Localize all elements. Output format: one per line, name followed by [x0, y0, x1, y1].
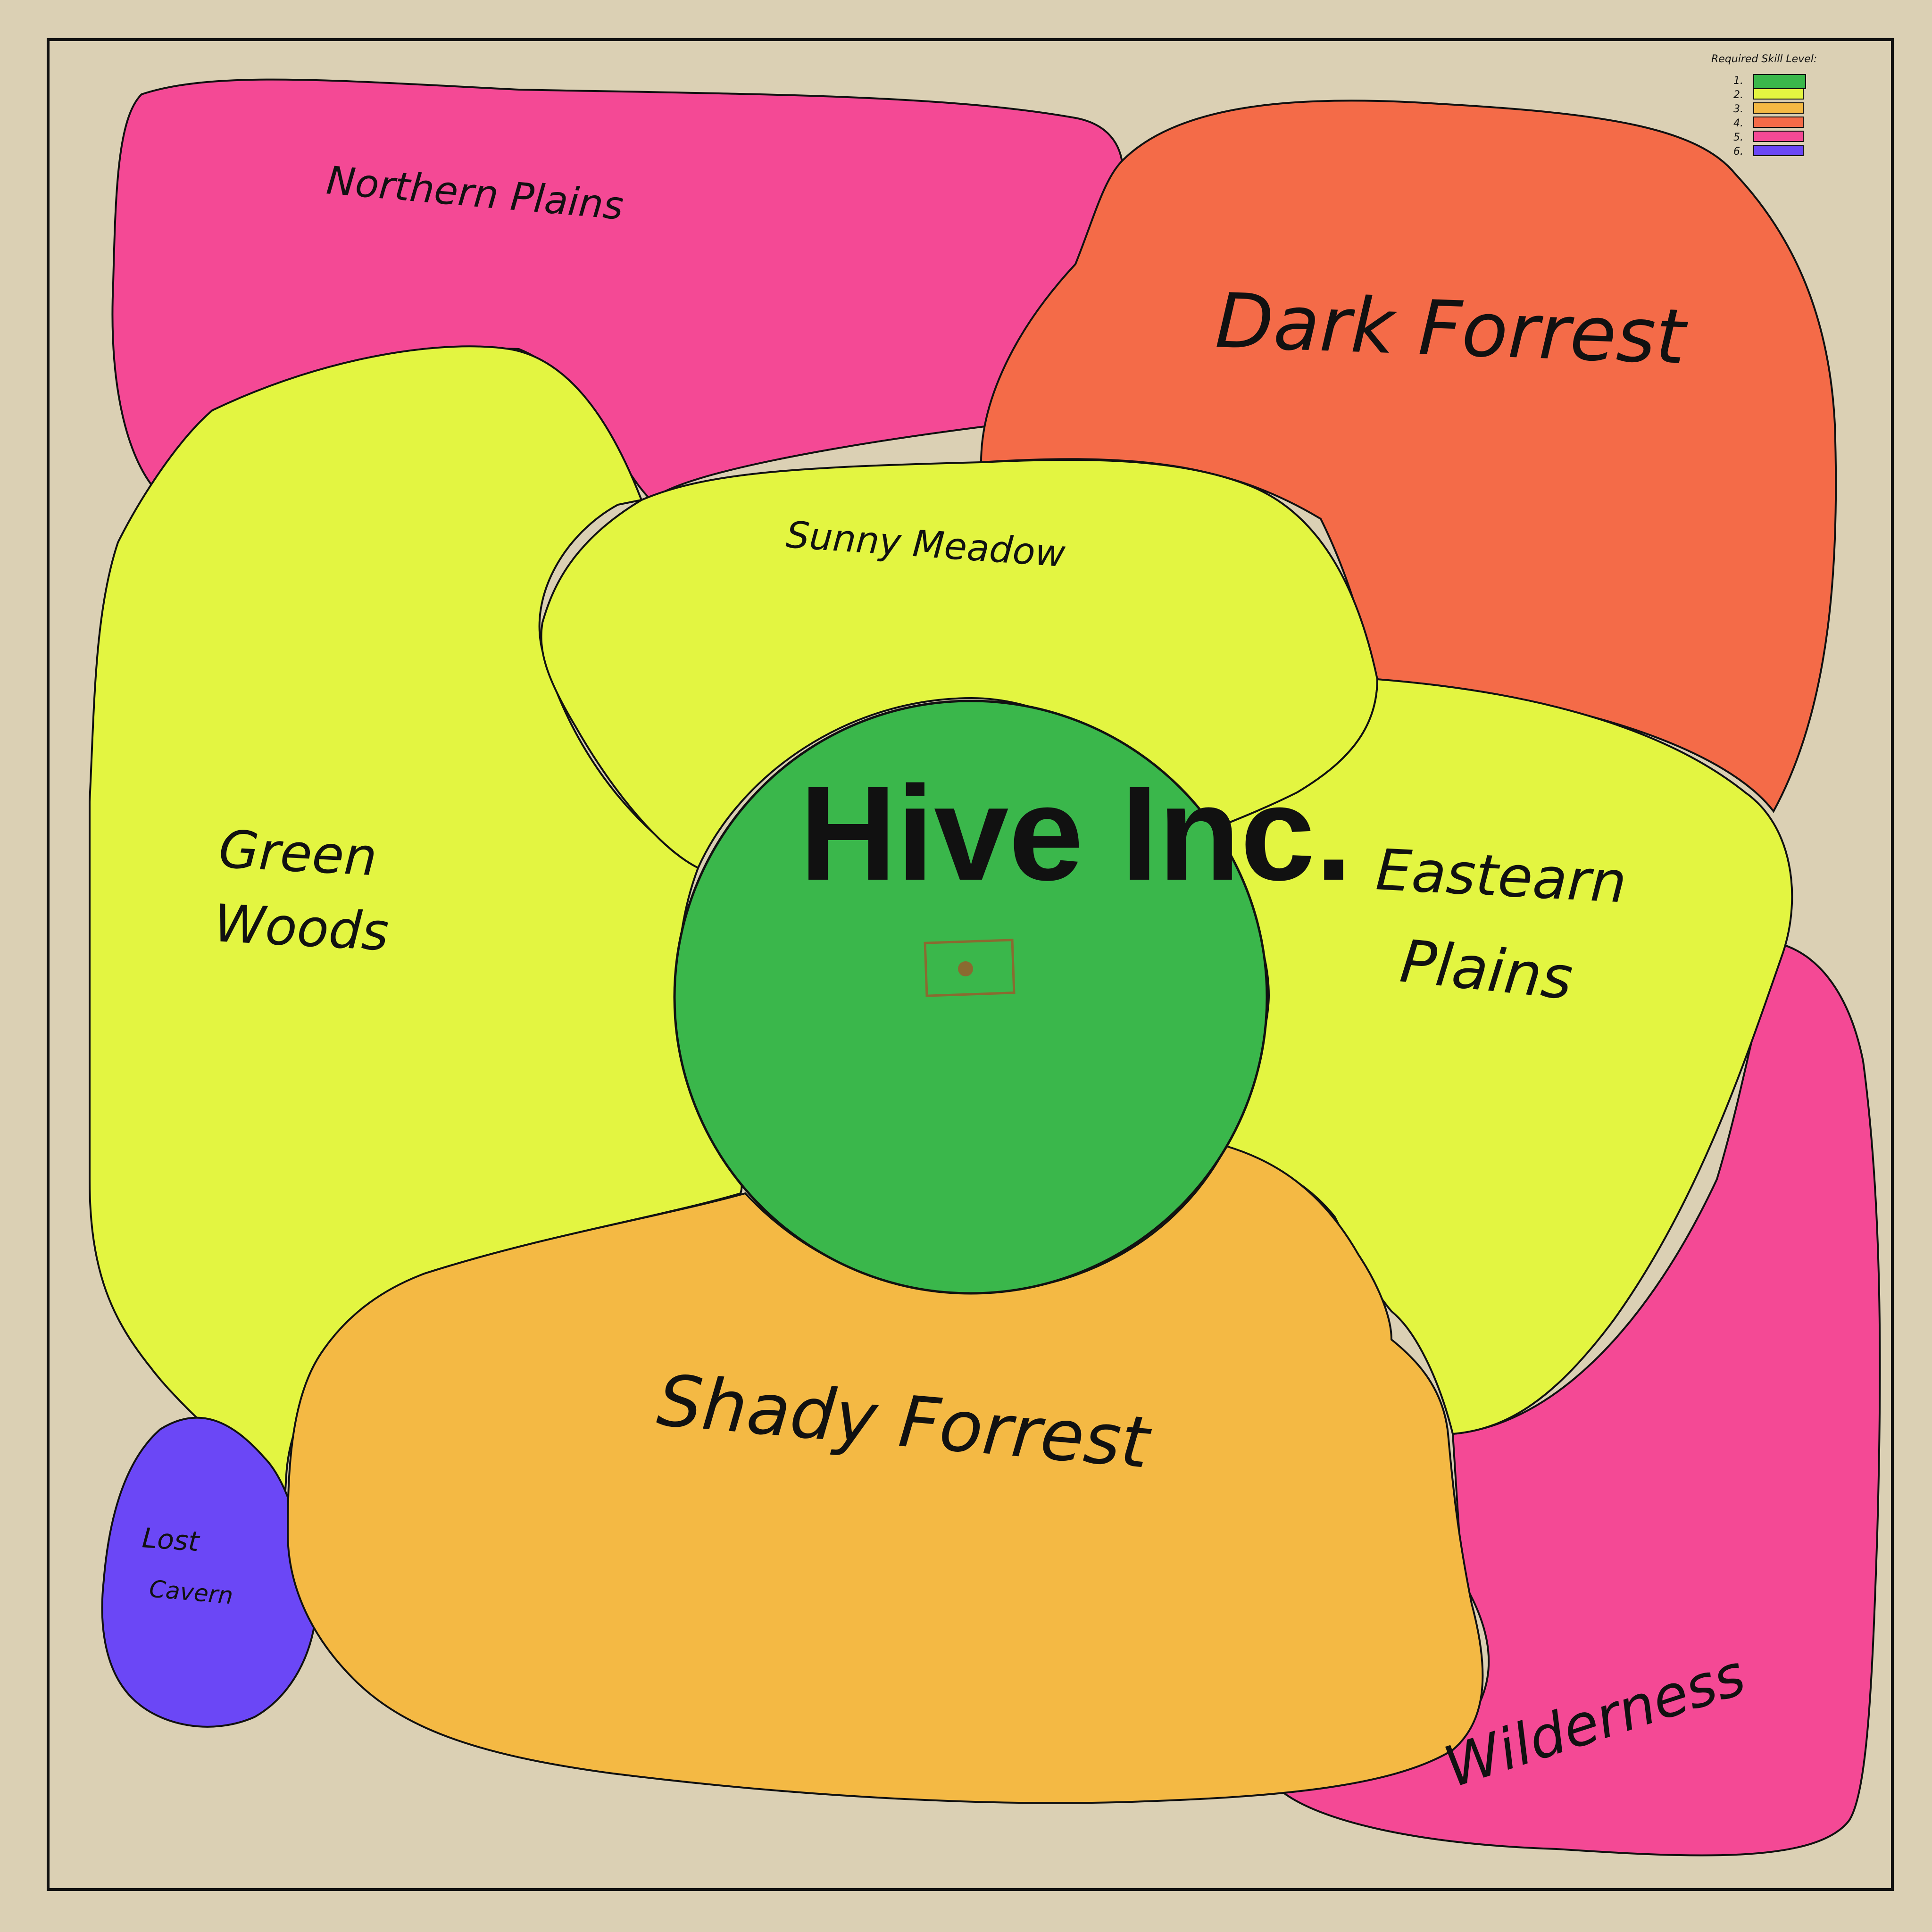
legend-item-label: 1.: [1733, 75, 1743, 87]
legend-swatch: [1753, 117, 1804, 128]
region-dark-forest[interactable]: [980, 100, 1837, 813]
map-frame: [47, 38, 1894, 1891]
region-hive-inc[interactable]: [673, 700, 1268, 1295]
label-green-woods-line1: Green: [217, 819, 379, 887]
legend-swatch: [1753, 131, 1804, 142]
legend-item-label: 6.: [1733, 146, 1743, 158]
label-eastern-plains-line1: Eastearn: [1374, 837, 1628, 916]
hive-marker-frame: [924, 939, 1016, 997]
legend-item-label: 4.: [1733, 117, 1743, 129]
legend-swatch: [1753, 88, 1804, 100]
legend-title: Required Skill Level:: [1711, 53, 1817, 65]
region-lost-cavern[interactable]: [101, 1416, 317, 1728]
region-wilderness[interactable]: [1281, 942, 1881, 1857]
legend-item-label: 5.: [1733, 132, 1743, 143]
hive-marker[interactable]: [924, 939, 1016, 997]
map-title: Hive Inc.: [799, 758, 1352, 908]
legend-swatch: [1753, 145, 1804, 156]
legend: Required Skill Level: 1. 2. 3. 4. 5. 6.: [1711, 53, 1817, 158]
label-lost-cavern-line1: Lost: [141, 1522, 201, 1557]
legend-swatch: [1753, 74, 1806, 89]
label-dark-forest: Dark Forrest: [1214, 276, 1690, 381]
label-green-woods-line2: Woods: [213, 893, 391, 962]
legend-item-label: 2.: [1733, 89, 1743, 101]
legend-item-label: 3.: [1733, 103, 1743, 115]
legend-swatch: [1753, 102, 1804, 114]
hive-marker-dot: [958, 961, 973, 976]
legend-items: 1. 2. 3. 4. 5. 6.: [1733, 74, 1806, 158]
